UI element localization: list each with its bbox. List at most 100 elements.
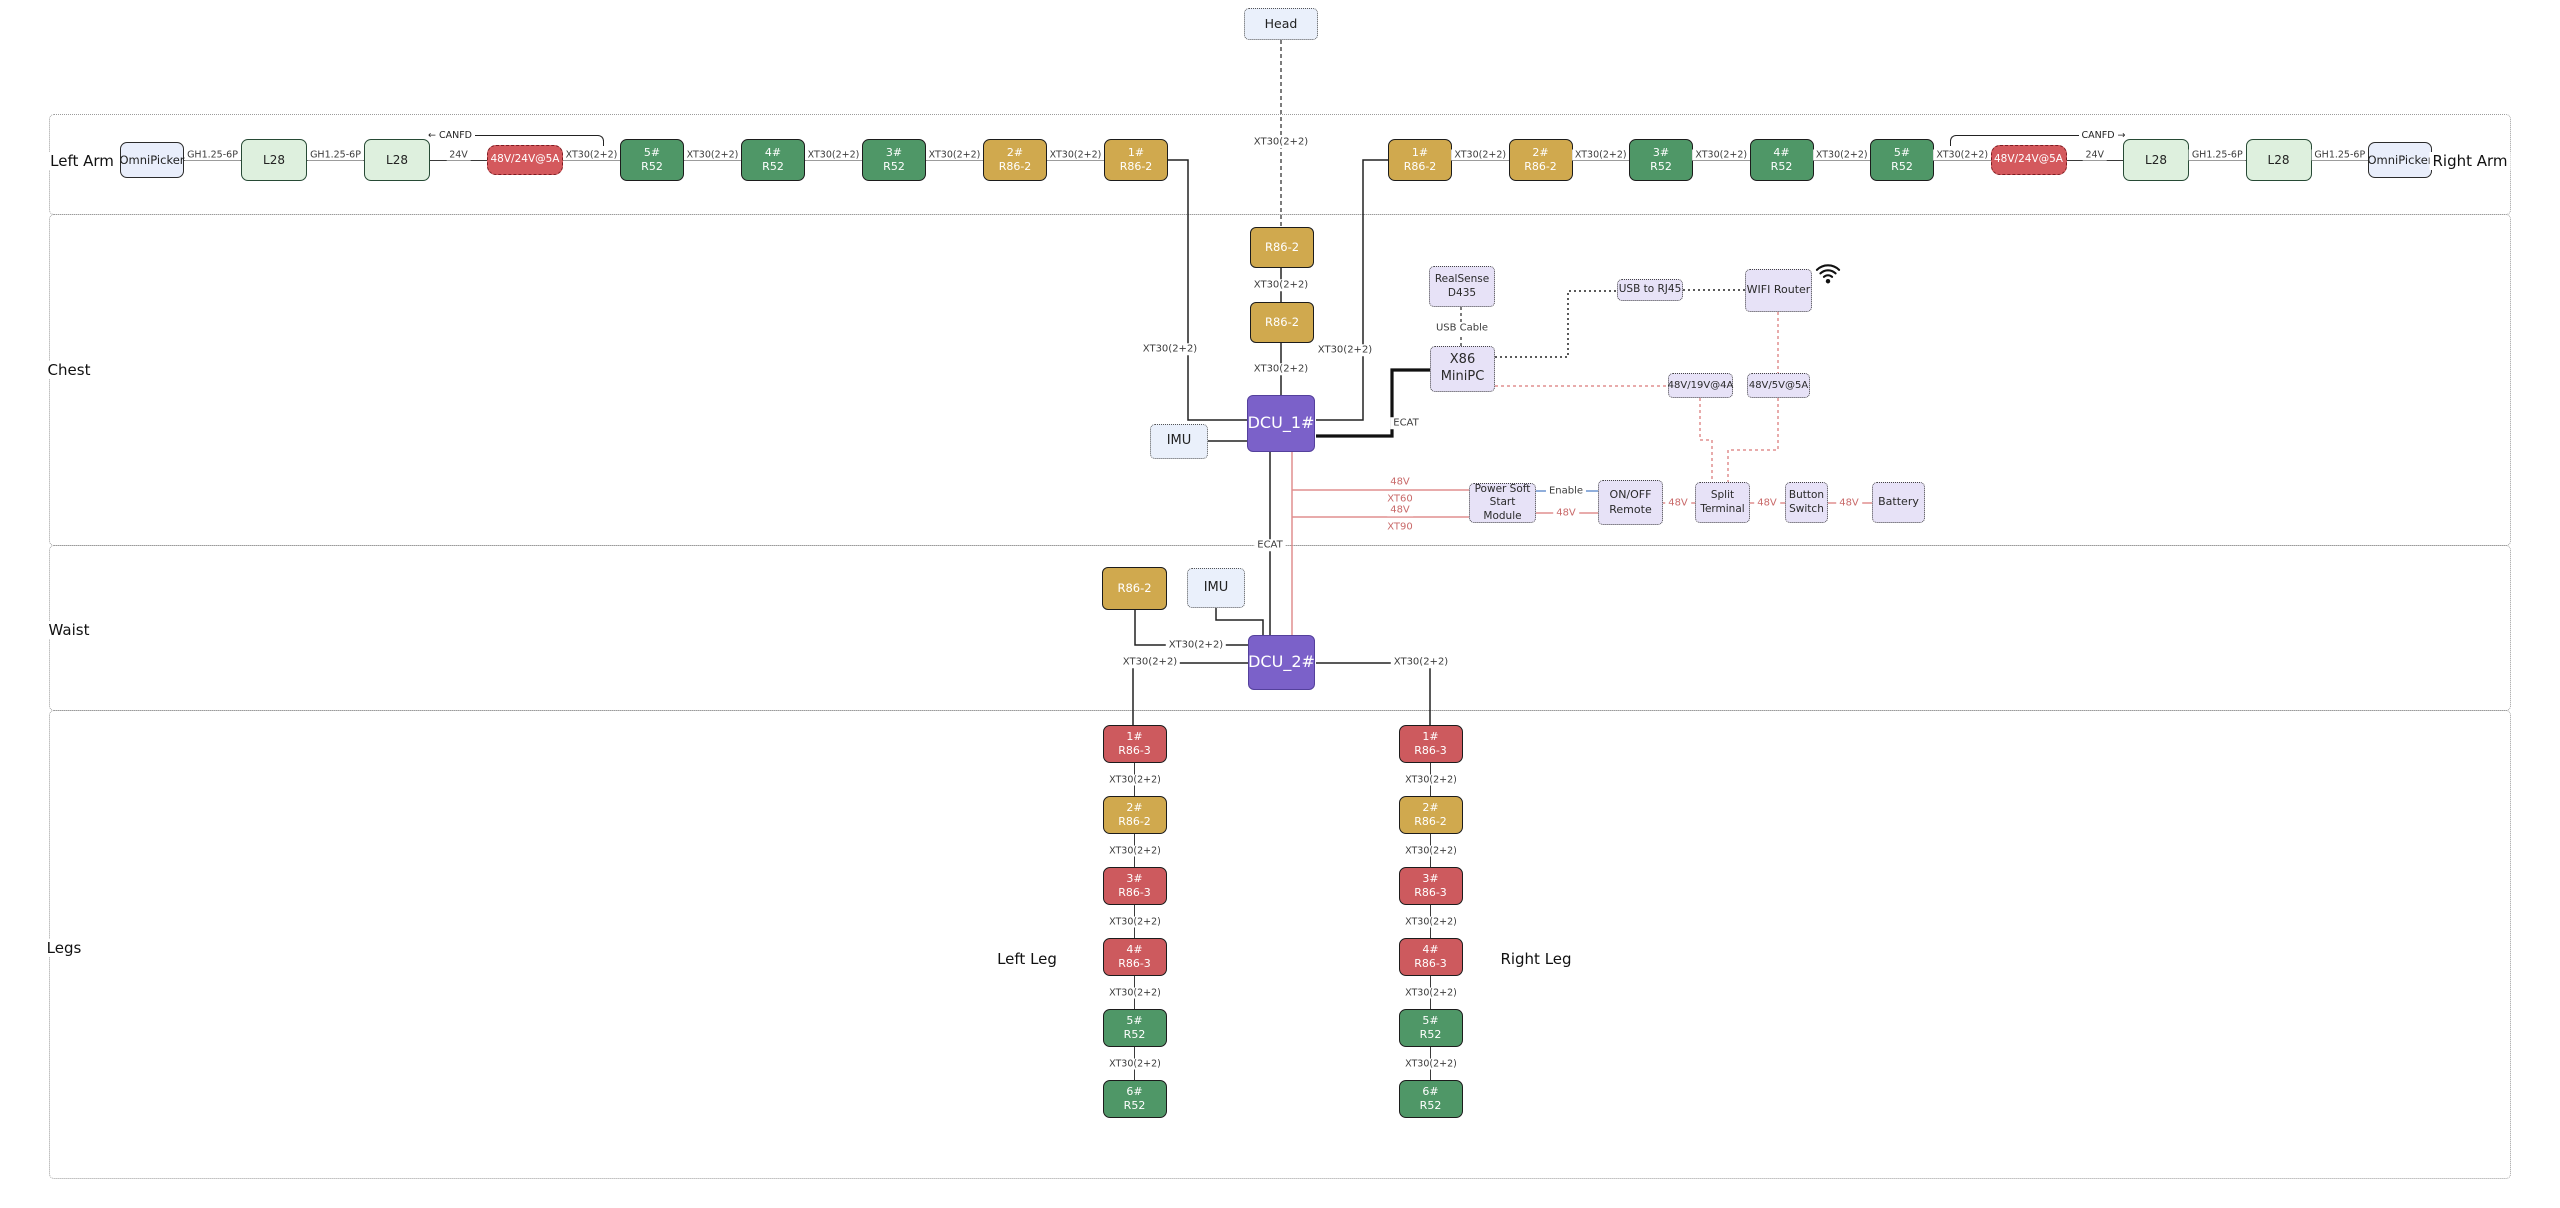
- right_arm-node-1-r86-2: 1# R86-2: [1388, 139, 1452, 181]
- left_leg-node-3-r86-3: 3# R86-3: [1102, 867, 1167, 905]
- left_leg-connector-3: XT30(2+2): [1107, 834, 1163, 867]
- left_leg-connector-7: XT30(2+2): [1107, 976, 1163, 1009]
- right-leg-label: Right Leg: [1497, 950, 1575, 968]
- left-leg-label: Left Leg: [994, 950, 1060, 968]
- minipc-rj45-wire: [1495, 290, 1617, 358]
- right_arm-node-omnipicker: OmniPicker: [2368, 142, 2433, 178]
- right_leg-node-5-r52: 5# R52: [1398, 1009, 1463, 1047]
- right_arm-node-48v24v5a: 48V/24V@5A CANFD →: [1949, 131, 2126, 175]
- left_leg-node-2-r86-2: 2# R86-2: [1102, 796, 1167, 834]
- dcu1-minipc-ecat-wire: [1316, 368, 1430, 438]
- right-arm-to-dcu1-wire: [1316, 159, 1388, 421]
- canfd-label: ← CANFD: [428, 130, 472, 141]
- neck-connector-label-1: XT30(2+2): [1250, 279, 1312, 291]
- right-arm-drop-label: XT30(2+2): [1314, 344, 1376, 356]
- waist-motor-box: R86-2: [1102, 567, 1167, 610]
- left-leg-out-label: XT30(2+2): [1119, 656, 1181, 668]
- branch-b-connector-label: XT90: [1384, 521, 1416, 533]
- right_arm-connector-5: XT30(2+2): [1692, 149, 1751, 161]
- ecat-horizontal-label: ECAT: [1390, 417, 1422, 429]
- left_arm-connector-7: XT30(2+2): [562, 149, 621, 161]
- left_arm-node-1-r86-2: 1# R86-2: [1104, 139, 1168, 181]
- right_arm-connector-7: XT30(2+2): [1812, 149, 1871, 161]
- right_arm-canfd-bypass: CANFD →: [1949, 131, 2126, 146]
- right_leg-connector-1: XT30(2+2): [1403, 763, 1459, 796]
- left_arm-node-3-r52: 3# R52: [862, 139, 926, 181]
- right-arm-chain: 1# R86-2 XT30(2+2) 2# R86-2 XT30(2+2) 3# R52 XT3…: [1388, 131, 2433, 182]
- waist-section-label: Waist: [45, 621, 93, 639]
- button-switch-box: Button Switch: [1785, 482, 1828, 523]
- left_leg-node-4-r86-3: 4# R86-3: [1102, 938, 1167, 976]
- power-soft-start-module-box: Power Soft Start Module: [1469, 483, 1536, 523]
- right_arm-node-l28: L28: [2123, 139, 2189, 181]
- right_leg-connector-9: XT30(2+2): [1403, 1047, 1459, 1080]
- left_arm-connector-9: XT30(2+2): [683, 149, 742, 161]
- neck-motor-b-box: R86-2: [1250, 302, 1314, 343]
- canfd-bypass-line: [1949, 135, 2079, 146]
- converter-48v-5v-box: 48V/5V@5A: [1747, 373, 1810, 398]
- onoff-remote-box: ON/OFF Remote: [1598, 480, 1663, 525]
- left_leg-connector-9: XT30(2+2): [1107, 1047, 1163, 1080]
- wifi-router-box: WIFI Router: [1745, 269, 1812, 312]
- right_leg-connector-7: XT30(2+2): [1403, 976, 1459, 1009]
- left-leg-chain: 1# R86-3 XT30(2+2) 2# R86-2 XT30(2+2) 3# R86-3 X…: [1102, 725, 1167, 1118]
- right_arm-connector-3: XT30(2+2): [1571, 149, 1630, 161]
- imu-waist-wire: [1215, 608, 1264, 635]
- right_arm-node-4-r52: 4# R52: [1749, 139, 1814, 181]
- left_arm-node-l28: L28: [364, 139, 430, 181]
- right_arm-connector-15: GH1.25-6P: [2311, 149, 2369, 161]
- left_arm-node-omnipicker: OmniPicker: [120, 142, 185, 178]
- left_arm-connector-11: XT30(2+2): [804, 149, 863, 161]
- left-arm-chain: OmniPicker GH1.25-6P L28 GH1.25-6P L28 24V 48V…: [120, 131, 1168, 182]
- branch-a-voltage-label: 48V: [1387, 476, 1413, 488]
- chest-section-label: Chest: [44, 361, 94, 379]
- right_arm-node-l28: L28: [2245, 139, 2312, 181]
- right_leg-node-3-r86-3: 3# R86-3: [1398, 867, 1463, 905]
- left_leg-connector-5: XT30(2+2): [1107, 905, 1163, 938]
- dcu2-right-leg-wire: [1316, 662, 1431, 725]
- left_arm-canfd-bypass: ← CANFD: [428, 130, 604, 146]
- left_leg-node-1-r86-3: 1# R86-3: [1102, 725, 1167, 763]
- left-arm-to-dcu1-wire: [1168, 159, 1247, 421]
- left_arm-connector-3: GH1.25-6P: [307, 149, 364, 161]
- left_arm-node-48v24v5a: 48V/24V@5A ← CANFD: [428, 131, 604, 175]
- left_arm-node-4-r52: 4# R52: [741, 139, 805, 181]
- neck-connector-label-2: XT30(2+2): [1250, 363, 1312, 375]
- left_leg-connector-1: XT30(2+2): [1107, 763, 1163, 796]
- right_arm-connector-13: GH1.25-6P: [2188, 149, 2246, 161]
- battery-box: Battery: [1872, 482, 1925, 523]
- right_leg-connector-3: XT30(2+2): [1403, 834, 1459, 867]
- split-terminal-box: Split Terminal: [1695, 482, 1750, 523]
- waist-motor-connector-label: XT30(2+2): [1165, 639, 1227, 651]
- imu-chest-box: IMU: [1150, 424, 1208, 459]
- left_arm-connector-15: XT30(2+2): [1046, 149, 1105, 161]
- canfd-bypass-line: [475, 135, 604, 146]
- right_leg-node-4-r86-3: 4# R86-3: [1398, 938, 1463, 976]
- minipc-box: X86 MiniPC: [1430, 346, 1495, 392]
- right_arm-node-2-r86-2: 2# R86-2: [1508, 139, 1573, 181]
- pssm-48v-label: 48V: [1553, 507, 1579, 519]
- right-leg-out-label: XT30(2+2): [1390, 656, 1452, 668]
- wifi-icon: [1815, 264, 1841, 284]
- right_arm-node-3-r52: 3# R52: [1629, 139, 1693, 181]
- 5v-split-wire: [1727, 398, 1779, 482]
- button-48v-label: 48V: [1754, 497, 1780, 509]
- right_arm-connector-9: XT30(2+2): [1933, 149, 1992, 161]
- legs-section-label: Legs: [43, 939, 85, 957]
- left_arm-connector-1: GH1.25-6P: [184, 149, 241, 161]
- head-connector-label: XT30(2+2): [1250, 136, 1312, 148]
- usb-rj45-box: USB to RJ45: [1617, 279, 1683, 301]
- left_arm-connector-5: 24V: [430, 149, 487, 161]
- right_leg-connector-5: XT30(2+2): [1403, 905, 1459, 938]
- head-box: Head: [1244, 8, 1318, 40]
- right_leg-node-2-r86-2: 2# R86-2: [1398, 796, 1463, 834]
- left-arm-section-label: Left Arm: [47, 152, 117, 170]
- battery-48v-label: 48V: [1836, 497, 1862, 509]
- branch-a-connector-label: XT60: [1384, 493, 1416, 505]
- left_arm-connector-13: XT30(2+2): [925, 149, 984, 161]
- converter-48v-19v-box: 48V/19V@4A: [1668, 373, 1733, 398]
- left_leg-node-5-r52: 5# R52: [1102, 1009, 1167, 1047]
- right_leg-node-1-r86-3: 1# R86-3: [1398, 725, 1463, 763]
- right-leg-chain: 1# R86-3 XT30(2+2) 2# R86-2 XT30(2+2) 3# R86-3 X…: [1398, 725, 1463, 1118]
